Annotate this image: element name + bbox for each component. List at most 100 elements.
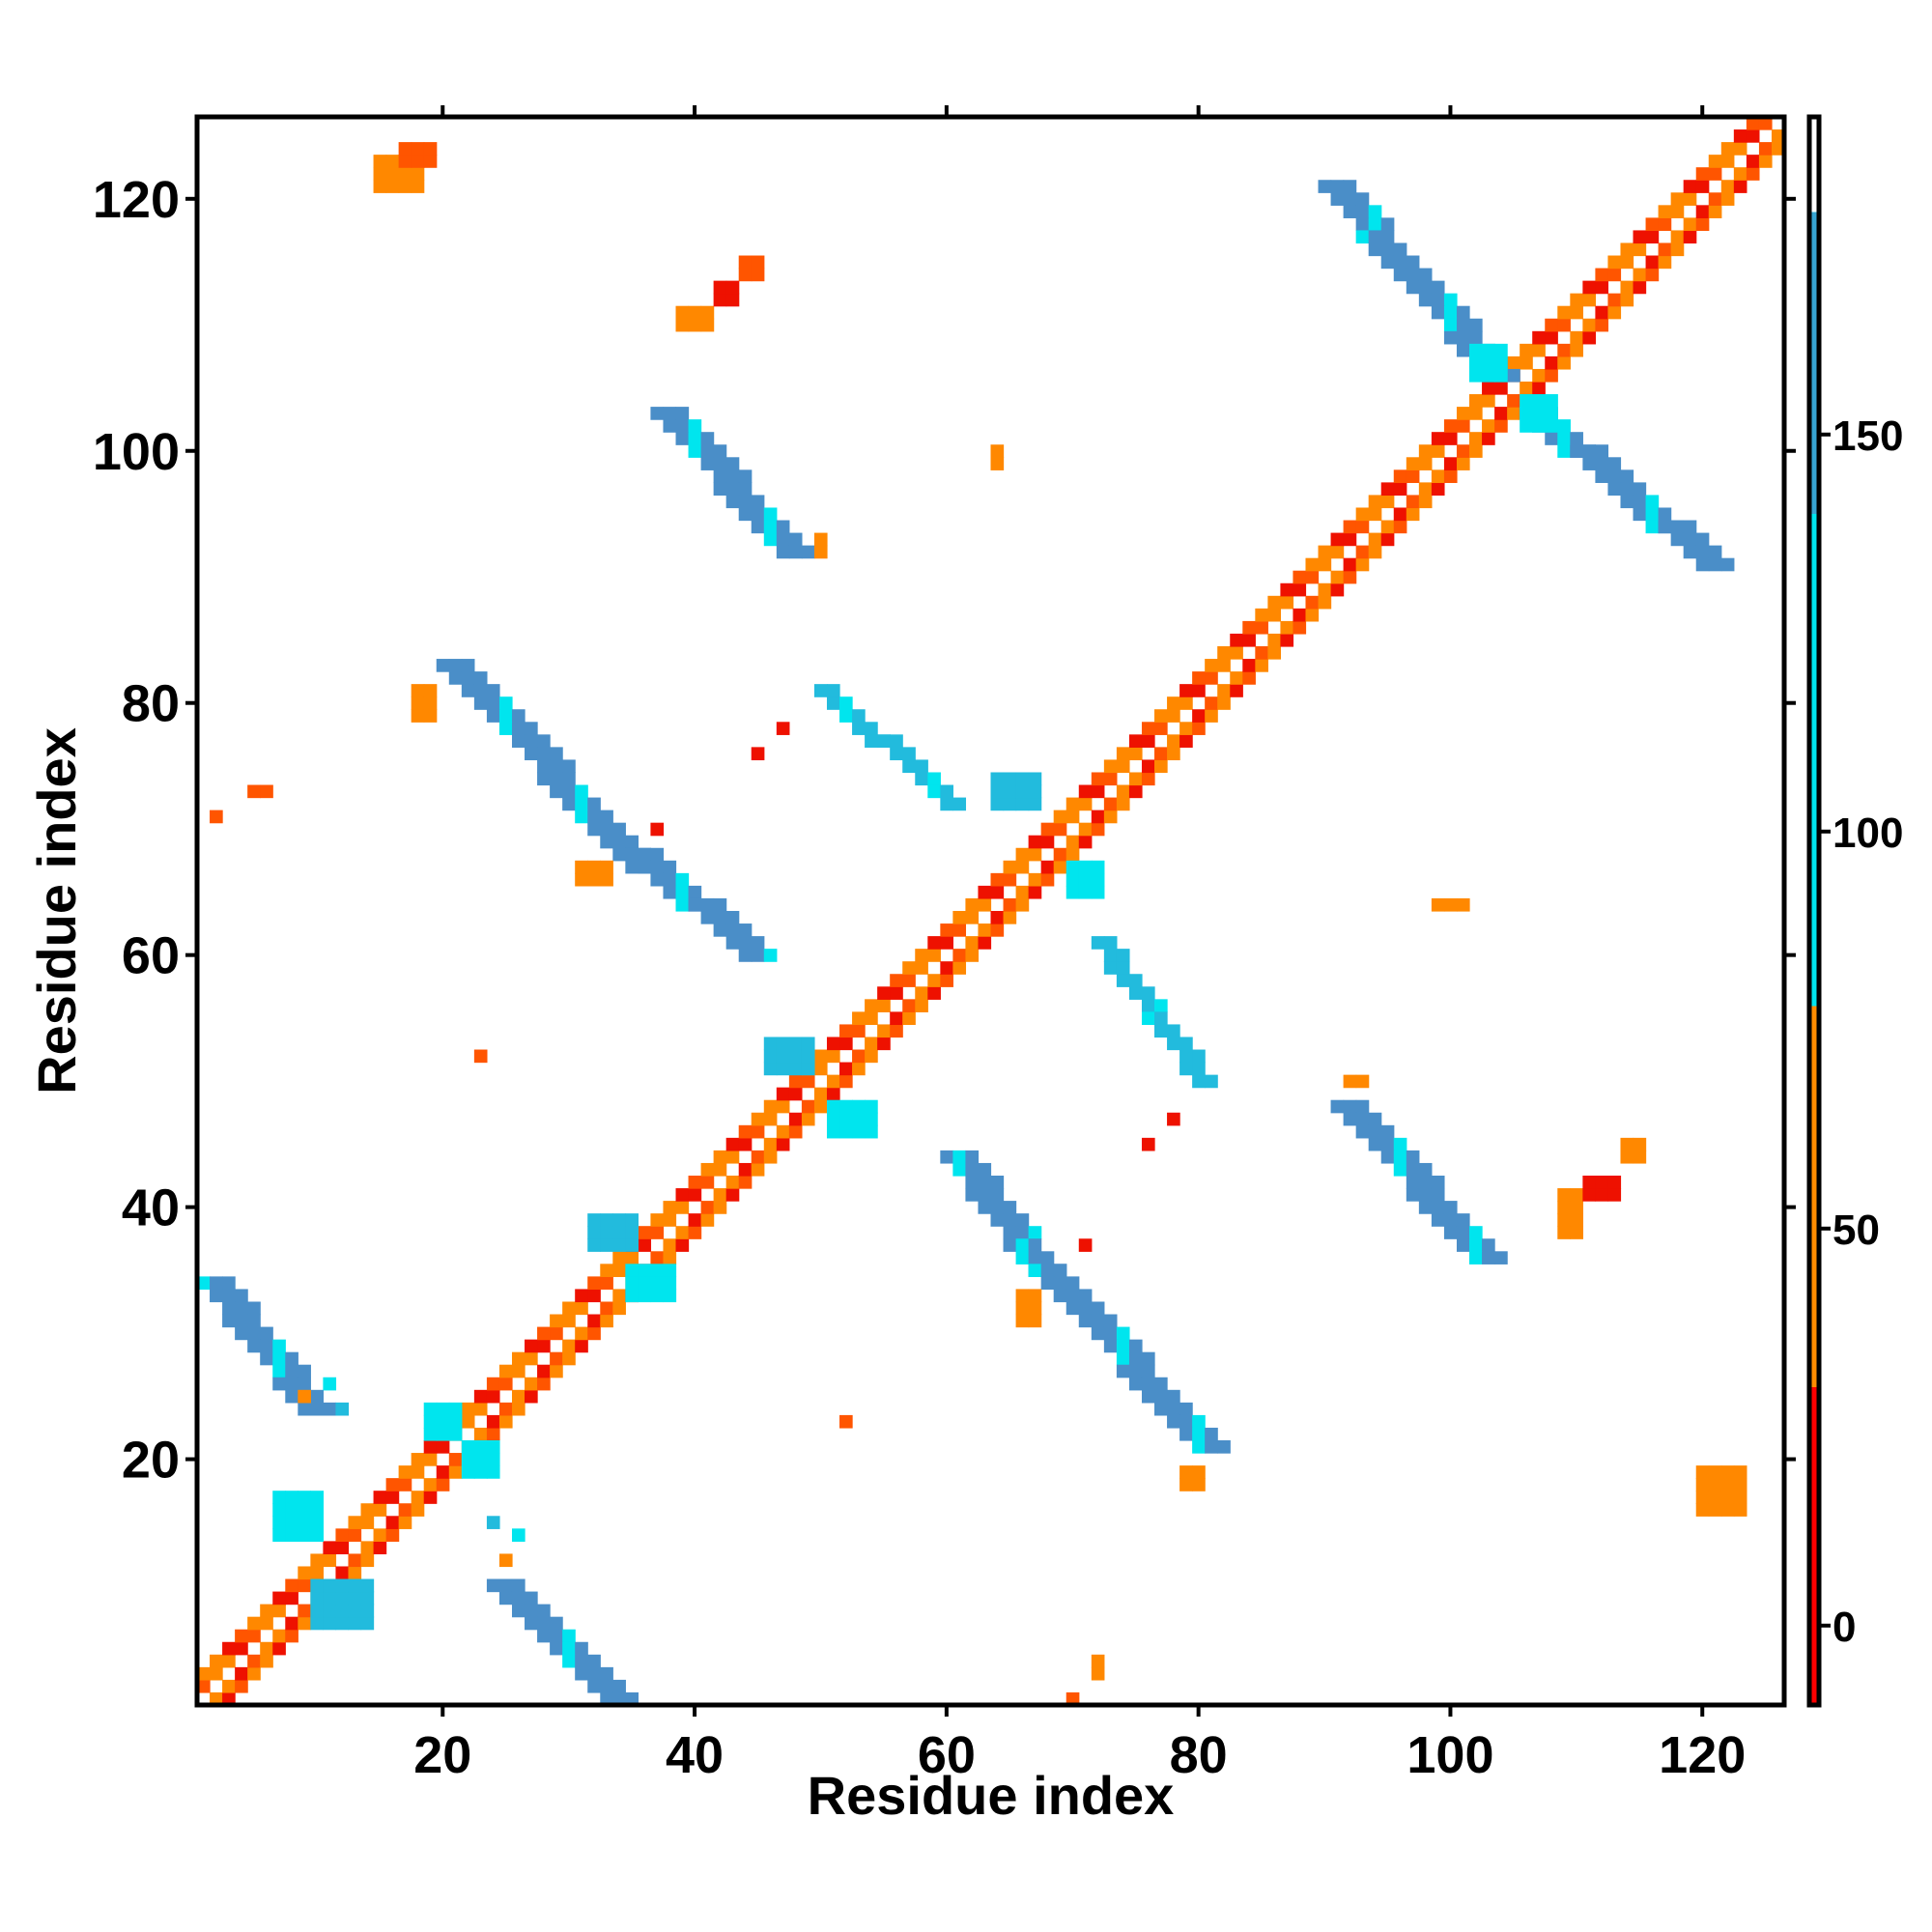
heatmap-cell	[852, 709, 866, 723]
heatmap-cell	[1532, 343, 1546, 357]
heatmap-cell	[978, 923, 992, 937]
heatmap-cell	[650, 1251, 665, 1264]
heatmap-cell	[1267, 608, 1282, 622]
heatmap-cell	[360, 1503, 375, 1517]
heatmap-cell	[398, 180, 412, 193]
heatmap-cell	[1205, 671, 1218, 685]
heatmap-cell	[612, 1289, 626, 1303]
heatmap-cell	[1482, 432, 1495, 445]
heatmap-cell	[298, 1604, 311, 1618]
heatmap-cell	[1015, 885, 1030, 899]
heatmap-cell	[348, 1516, 362, 1529]
heatmap-cell	[1380, 242, 1395, 257]
heatmap-cell	[448, 1414, 463, 1429]
heatmap-cell	[990, 444, 1005, 458]
heatmap-cell	[663, 1213, 677, 1227]
heatmap-cell	[1040, 860, 1055, 874]
heatmap-cell	[663, 860, 677, 874]
heatmap-cell	[776, 1099, 790, 1114]
heatmap-cell	[1695, 180, 1710, 193]
heatmap-cell	[1570, 1188, 1583, 1202]
heatmap-cell	[1695, 1491, 1710, 1504]
heatmap-cell	[285, 1491, 298, 1504]
heatmap-cell	[638, 1276, 652, 1291]
heatmap-cell	[587, 822, 601, 837]
heatmap-cell	[650, 1213, 665, 1227]
heatmap-cell	[1355, 1124, 1370, 1139]
heatmap-cell	[1406, 1162, 1420, 1177]
heatmap-cell	[1733, 167, 1747, 181]
heatmap-cell	[461, 659, 475, 672]
heatmap-cell	[600, 1226, 613, 1239]
heatmap-cell	[751, 1112, 765, 1126]
heatmap-cell	[486, 1453, 500, 1466]
heatmap-cell	[1443, 897, 1458, 912]
heatmap-cell	[1607, 1188, 1622, 1202]
heatmap-cell	[1192, 1074, 1206, 1089]
heatmap-cell	[990, 911, 1005, 924]
heatmap-cell	[1393, 469, 1407, 483]
heatmap-cell	[1078, 784, 1093, 799]
heatmap-cell	[537, 759, 551, 774]
heatmap-cell	[525, 1339, 538, 1353]
heatmap-cell	[1330, 1099, 1345, 1114]
heatmap-cell	[398, 1478, 412, 1492]
heatmap-cell	[1103, 1339, 1118, 1353]
heatmap-cell	[587, 1213, 601, 1227]
heatmap-cell	[650, 1226, 665, 1239]
heatmap-cell	[575, 1301, 588, 1316]
heatmap-cell	[600, 1314, 613, 1328]
heatmap-cell	[1607, 457, 1622, 470]
heatmap-cell	[663, 885, 677, 899]
heatmap-cell	[1343, 192, 1357, 206]
heatmap-cell	[1683, 532, 1697, 547]
heatmap-cell	[1431, 482, 1445, 497]
heatmap-cell	[940, 974, 953, 987]
heatmap-cell	[498, 1364, 513, 1378]
heatmap-cell	[423, 142, 438, 156]
heatmap-cell	[1494, 1251, 1508, 1264]
heatmap-cell	[436, 1465, 450, 1479]
heatmap-cell	[638, 847, 652, 862]
heatmap-cell	[625, 1276, 639, 1291]
heatmap-cell	[272, 1516, 286, 1529]
heatmap-cell	[1545, 394, 1558, 408]
heatmap-cell	[675, 897, 690, 912]
heatmap-cell	[625, 1226, 639, 1239]
heatmap-cell	[965, 1188, 980, 1202]
heatmap-cell	[323, 1604, 337, 1618]
heatmap-cell	[1355, 557, 1370, 572]
heatmap-cell	[1545, 355, 1558, 370]
heatmap-cell	[700, 318, 715, 332]
heatmap-cell	[1003, 772, 1017, 786]
heatmap-cell	[335, 1528, 350, 1542]
heatmap-cell	[511, 1351, 526, 1366]
heatmap-cell	[1003, 897, 1017, 912]
heatmap-cell	[1683, 230, 1697, 244]
heatmap-cell	[675, 305, 690, 320]
heatmap-cell	[1645, 495, 1660, 509]
heatmap-cell	[738, 1137, 753, 1151]
heatmap-cell	[877, 734, 891, 748]
heatmap-cell	[1141, 986, 1155, 1000]
heatmap-cell	[1633, 268, 1647, 282]
heatmap-cell	[298, 1516, 311, 1529]
heatmap-cell	[1028, 1226, 1042, 1239]
heatmap-cell	[688, 885, 702, 899]
heatmap-cell	[1620, 242, 1634, 257]
heatmap-cell	[298, 1566, 311, 1580]
heatmap-cell	[1418, 482, 1433, 497]
heatmap-cell	[1078, 872, 1093, 887]
heatmap-cell	[1116, 1339, 1130, 1353]
heatmap-cell	[688, 444, 702, 458]
heatmap-cell	[260, 784, 273, 799]
heatmap-cell	[1078, 1314, 1093, 1328]
heatmap-cell	[990, 797, 1005, 811]
heatmap-cell	[335, 1566, 350, 1580]
heatmap-cell	[688, 897, 702, 912]
heatmap-cell	[1003, 872, 1017, 887]
heatmap-cell	[1720, 1491, 1735, 1504]
heatmap-cell	[1507, 407, 1520, 420]
heatmap-cell	[1280, 582, 1294, 597]
heatmap-cell	[1431, 1188, 1445, 1202]
